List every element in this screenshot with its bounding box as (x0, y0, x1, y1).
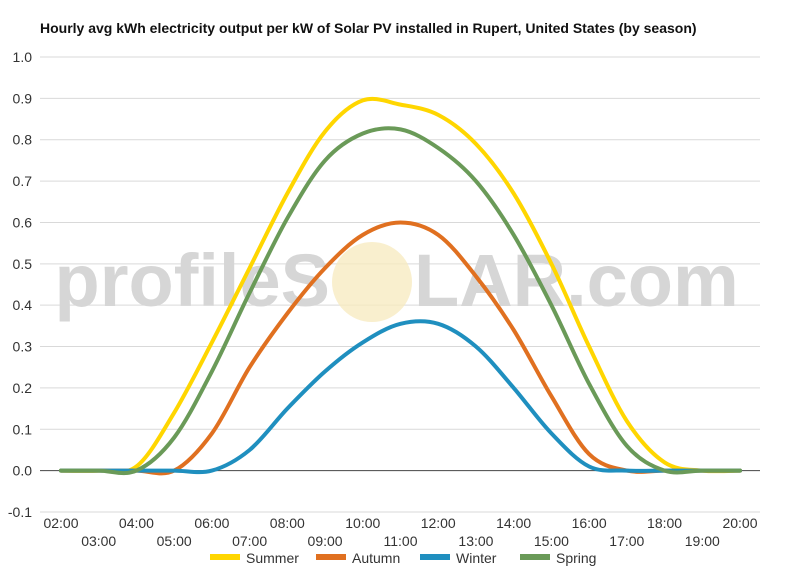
legend-swatch-spring (520, 554, 550, 560)
legend-swatch-autumn (316, 554, 346, 560)
x-tick-label: 11:00 (384, 533, 418, 549)
x-tick-label: 14:00 (496, 515, 531, 531)
x-tick-label: 09:00 (308, 533, 343, 549)
y-axis-ticks: -0.1 0.0 0.1 0.2 0.3 0.4 0.5 0.6 0.7 0.8 0.9 1.0 (8, 49, 32, 520)
x-tick-label: 15:00 (534, 533, 569, 549)
x-tick-label: 20:00 (722, 515, 757, 531)
x-tick-label: 05:00 (157, 533, 192, 549)
y-tick-label: 0.2 (13, 380, 33, 396)
x-tick-label: 03:00 (81, 533, 116, 549)
y-tick-label: 0.0 (13, 463, 33, 479)
x-tick-label: 12:00 (421, 515, 456, 531)
y-tick-label: 0.7 (13, 173, 33, 189)
series-line-spring (59, 126, 742, 476)
series-line-summer (59, 96, 742, 474)
legend-label-summer: Summer (246, 550, 299, 566)
x-tick-label: 16:00 (572, 515, 607, 531)
x-tick-label: 10:00 (345, 515, 380, 531)
y-tick-label: 0.5 (13, 256, 33, 272)
watermark-text-right: LAR.com (414, 239, 739, 322)
legend-swatch-summer (210, 554, 240, 560)
watermark-text-left: profileS (55, 239, 330, 322)
x-tick-label: 04:00 (119, 515, 154, 531)
series-layer (59, 96, 742, 476)
y-tick-label: 0.8 (13, 132, 33, 148)
x-tick-label: 07:00 (232, 533, 267, 549)
y-tick-label: 0.1 (13, 421, 33, 437)
y-tick-label: 1.0 (13, 49, 33, 65)
chart-title: Hourly avg kWh electricity output per kW… (40, 20, 697, 36)
y-tick-label: 0.9 (13, 90, 33, 106)
watermark-sun (332, 242, 412, 322)
legend-label-autumn: Autumn (352, 550, 400, 566)
x-tick-label: 17:00 (609, 533, 644, 549)
legend-swatch-winter (420, 554, 450, 560)
x-axis-ticks: 02:0003:0004:0005:0006:0007:0008:0009:00… (43, 515, 757, 549)
y-tick-label: -0.1 (8, 504, 32, 520)
x-tick-label: 18:00 (647, 515, 682, 531)
x-tick-label: 02:00 (43, 515, 78, 531)
x-tick-label: 19:00 (685, 533, 720, 549)
x-tick-label: 06:00 (194, 515, 229, 531)
x-tick-label: 13:00 (458, 533, 493, 549)
legend-label-winter: Winter (456, 550, 497, 566)
y-tick-label: 0.4 (13, 297, 33, 313)
watermark-layer: profileS LAR.com (55, 239, 739, 322)
y-tick-label: 0.6 (13, 214, 33, 230)
y-tick-label: 0.3 (13, 339, 33, 355)
legend: Summer Autumn Winter Spring (210, 550, 596, 566)
x-tick-label: 08:00 (270, 515, 305, 531)
series-line-winter (59, 319, 742, 475)
legend-label-spring: Spring (556, 550, 596, 566)
